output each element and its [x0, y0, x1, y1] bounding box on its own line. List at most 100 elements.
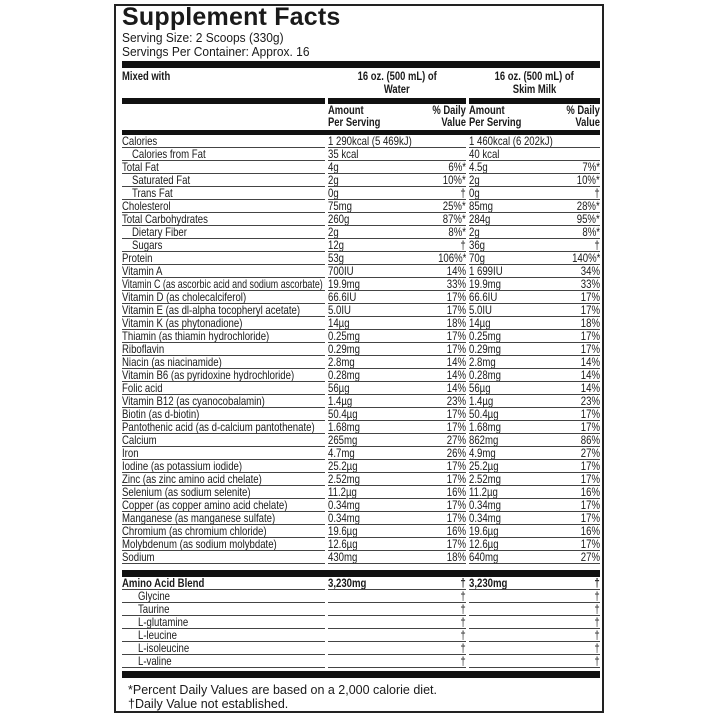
- nutrient-label-cell: Vitamin D (as cholecalciferol): [122, 291, 325, 304]
- water-amount: 0.34mg: [328, 512, 361, 525]
- water-amount: 2g: [328, 226, 339, 239]
- water-cell: †: [328, 629, 466, 642]
- water-cell: †: [328, 603, 466, 616]
- milk-daily-value: †: [594, 655, 600, 668]
- serving-size: Serving Size: 2 Scoops (330g): [122, 30, 284, 45]
- per-serving-header: Per Serving: [469, 117, 522, 129]
- milk-cell: 66.6IU 17%: [469, 291, 600, 304]
- water-daily-value: 14%: [446, 265, 466, 278]
- nutrient-row: Selenium (as sodium selenite) 11.2µg 16% 11…: [122, 486, 600, 499]
- divider: [122, 98, 325, 104]
- nutrient-row: Protein 53g 106%* 70g 140%*: [122, 252, 600, 265]
- amino-row: L-leucine † †: [122, 629, 600, 642]
- milk-cell: †: [469, 655, 600, 668]
- water-cell: 2.8mg 14%: [328, 356, 466, 369]
- amount-header: Amount: [328, 105, 364, 117]
- milk-cell: †: [469, 629, 600, 642]
- milk-amount: 25.2µg: [469, 460, 499, 473]
- nutrient-name: Total Carbohydrates: [122, 213, 208, 226]
- water-cell: 265mg 27%: [328, 434, 466, 447]
- nutrient-label-cell: Vitamin B12 (as cyanocobalamin): [122, 395, 325, 408]
- water-amount: 0.28mg: [328, 369, 361, 382]
- nutrient-name: L-valine: [138, 655, 172, 668]
- nutrient-name: L-leucine: [138, 629, 177, 642]
- water-cell: 19.9mg 33%: [328, 278, 466, 291]
- nutrient-name: Amino Acid Blend: [122, 577, 205, 590]
- water-cell: 4.7mg 26%: [328, 447, 466, 460]
- nutrient-name: Copper (as copper amino acid chelate): [122, 499, 288, 512]
- nutrient-row: Calories 1 290kcal (5 469kJ) 1 460kcal (6 …: [122, 135, 600, 148]
- nutrient-name: Sodium: [122, 551, 155, 564]
- divider: [328, 98, 466, 104]
- milk-cell: 3,230mg †: [469, 577, 600, 590]
- nutrient-label-cell: Iron: [122, 447, 325, 460]
- water-amount: 35 kcal: [328, 148, 359, 161]
- milk-cell: 4.5g 7%*: [469, 161, 600, 174]
- milk-daily-value: 17%: [580, 421, 600, 434]
- nutrient-row: Sugars 12g † 36g †: [122, 239, 600, 252]
- nutrient-name: L-isoleucine: [138, 642, 190, 655]
- nutrient-label-cell: Zinc (as zinc amino acid chelate): [122, 473, 325, 486]
- water-cell: 50.4µg 17%: [328, 408, 466, 421]
- water-amount: 53g: [328, 252, 345, 265]
- milk-amount: 50.4µg: [469, 408, 499, 421]
- milk-daily-value: 17%: [580, 473, 600, 486]
- water-cell: 12.6µg 17%: [328, 538, 466, 551]
- milk-daily-value: 33%: [580, 278, 600, 291]
- nutrient-row: Pantothenic acid (as d-calcium pantothen…: [122, 421, 600, 434]
- nutrient-name: L-glutamine: [138, 616, 189, 629]
- amino-row: L-isoleucine † †: [122, 642, 600, 655]
- nutrient-name: Iron: [122, 447, 139, 460]
- milk-cell: 0.25mg 17%: [469, 330, 600, 343]
- milk-amount: 5.0IU: [469, 304, 492, 317]
- nutrient-row: Riboflavin 0.29mg 17% 0.29mg 17%: [122, 343, 600, 356]
- milk-cell: 70g 140%*: [469, 252, 600, 265]
- water-amount: 2.8mg: [328, 356, 355, 369]
- nutrient-row: Vitamin B6 (as pyridoxine hydrochloride)…: [122, 369, 600, 382]
- milk-cell: 36g †: [469, 239, 600, 252]
- nutrient-name: Thiamin (as thiamin hydrochloride): [122, 330, 270, 343]
- milk-cell: †: [469, 616, 600, 629]
- water-amount: 4.7mg: [328, 447, 355, 460]
- nutrient-label-cell: Manganese (as manganese sulfate): [122, 512, 325, 525]
- milk-amount: 2.52mg: [469, 473, 502, 486]
- water-daily-value: 87%*: [443, 213, 466, 226]
- nutrient-row: Vitamin D (as cholecalciferol) 66.6IU 17% 6…: [122, 291, 600, 304]
- nutrient-label-cell: Total Fat: [122, 161, 325, 174]
- divider-thick: [122, 61, 600, 68]
- nutrient-row: Saturated Fat 2g 10%* 2g 10%*: [122, 174, 600, 187]
- water-daily-value: 33%: [446, 278, 466, 291]
- nutrient-name: Molybdenum (as sodium molybdate): [122, 538, 277, 551]
- nutrient-label-cell: L-glutamine: [122, 616, 325, 629]
- milk-cell: 11.2µg 16%: [469, 486, 600, 499]
- nutrient-label-cell: Saturated Fat: [122, 174, 325, 187]
- water-amount: 265mg: [328, 434, 358, 447]
- water-amount: 1.4µg: [328, 395, 353, 408]
- nutrient-name: Selenium (as sodium selenite): [122, 486, 251, 499]
- water-amount: 56µg: [328, 382, 350, 395]
- nutrient-row: Molybdenum (as sodium molybdate) 12.6µg 17…: [122, 538, 600, 551]
- milk-cell: 0.28mg 14%: [469, 369, 600, 382]
- nutrient-row: Manganese (as manganese sulfate) 0.34mg 17…: [122, 512, 600, 525]
- nutrient-name: Calories: [122, 135, 158, 148]
- nutrient-row: Biotin (as d-biotin) 50.4µg 17% 50.4µg 17%: [122, 408, 600, 421]
- footnote-not-established: †Daily Value not established.: [128, 697, 289, 711]
- water-daily-value: †: [460, 590, 466, 603]
- nutrient-label-cell: Vitamin E (as dl-alpha tocopheryl acetat…: [122, 304, 325, 317]
- water-daily-value: 26%: [446, 447, 466, 460]
- nutrient-name: Vitamin B6 (as pyridoxine hydrochloride): [122, 369, 295, 382]
- label-title: Supplement Facts: [122, 3, 341, 31]
- nutrient-name: Trans Fat: [132, 187, 173, 200]
- water-amount: 260g: [328, 213, 350, 226]
- footnote-daily-values: *Percent Daily Values are based on a 2,0…: [128, 683, 437, 697]
- amino-row: L-valine † †: [122, 655, 600, 668]
- nutrient-name: Calcium: [122, 434, 157, 447]
- amino-row: Glycine † †: [122, 590, 600, 603]
- daily-header: % Daily: [566, 105, 600, 117]
- nutrient-label-cell: Molybdenum (as sodium molybdate): [122, 538, 325, 551]
- nutrient-label-cell: Niacin (as niacinamide): [122, 356, 325, 369]
- milk-daily-value: 17%: [580, 499, 600, 512]
- nutrient-label-cell: Pantothenic acid (as d-calcium pantothen…: [122, 421, 325, 434]
- water-amount: 430mg: [328, 551, 358, 564]
- water-header-line-2: Water: [384, 84, 410, 96]
